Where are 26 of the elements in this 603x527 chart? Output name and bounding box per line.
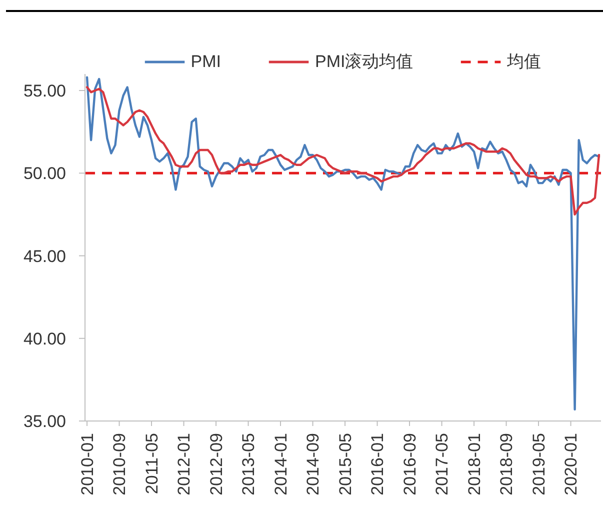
x-tick-label: 2019-05 bbox=[529, 433, 548, 496]
legend-label: PMI bbox=[190, 52, 221, 72]
x-tick-label: 2020-01 bbox=[562, 433, 581, 496]
legend-label: PMI滚动均值 bbox=[315, 52, 414, 72]
y-tick-label: 45.00 bbox=[23, 246, 66, 266]
legend-label: 均值 bbox=[507, 52, 542, 72]
x-tick-label: 2018-09 bbox=[497, 433, 516, 496]
x-tick-label: 2011-05 bbox=[142, 433, 162, 494]
x-tick-label: 2014-01 bbox=[271, 433, 290, 496]
x-tick-label: 2017-05 bbox=[432, 433, 452, 496]
x-tick-label: 2012-01 bbox=[174, 433, 194, 496]
x-tick-label: 2012-09 bbox=[206, 433, 226, 496]
y-tick-label: 35.00 bbox=[23, 412, 66, 432]
x-tick-label: 2016-09 bbox=[400, 433, 420, 496]
y-tick-label: 40.00 bbox=[23, 329, 66, 348]
x-tick-label: 2015-05 bbox=[336, 433, 355, 496]
line-series bbox=[86, 86, 600, 216]
x-tick-label: 2013-05 bbox=[239, 433, 258, 496]
y-tick-label: 50.00 bbox=[23, 164, 66, 184]
x-tick-label: 2010-09 bbox=[110, 433, 130, 496]
y-tick-label: 55.00 bbox=[23, 82, 66, 101]
x-tick-label: 2014-09 bbox=[304, 433, 323, 496]
x-tick-label: 2018-01 bbox=[464, 433, 484, 496]
x-tick-label: 2016-01 bbox=[368, 433, 388, 496]
x-tick-label: 2010-01 bbox=[78, 433, 97, 496]
line-series bbox=[86, 76, 600, 411]
